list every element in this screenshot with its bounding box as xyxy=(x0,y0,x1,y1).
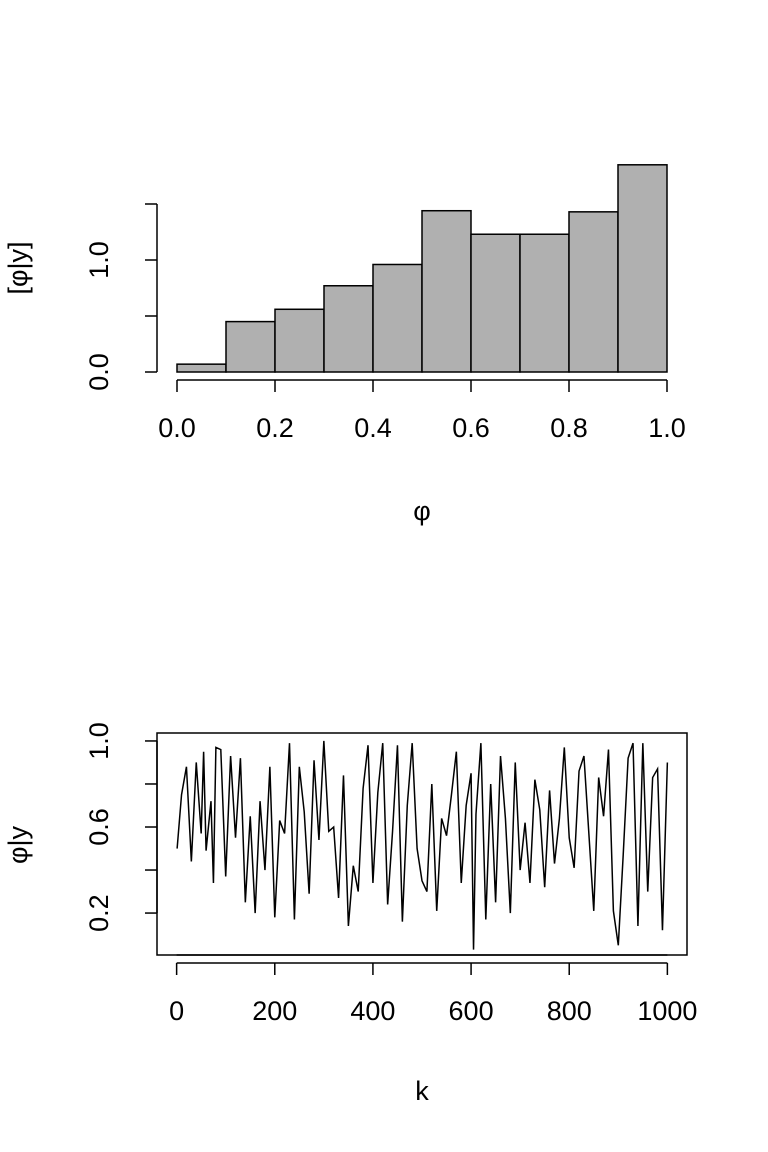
y-tick-label: 0.2 xyxy=(84,894,114,932)
x-tick-label: 0.2 xyxy=(256,413,294,443)
bar xyxy=(323,285,374,373)
y-tick-label: 1.0 xyxy=(84,722,114,760)
x-tick-label: 1000 xyxy=(637,996,697,1026)
x-tick-label: 400 xyxy=(350,996,395,1026)
x-tick-label: 600 xyxy=(449,996,494,1026)
x-axis-label: φ xyxy=(413,496,431,526)
bar xyxy=(568,211,619,373)
x-tick-label: 1.0 xyxy=(648,413,686,443)
y-tick-label: 1.0 xyxy=(84,241,114,279)
x-axis-label: k xyxy=(415,1076,429,1106)
x-tick-label: 0.6 xyxy=(452,413,490,443)
bar xyxy=(470,233,521,373)
x-tick-label: 0 xyxy=(169,996,184,1026)
bar xyxy=(372,263,423,373)
bar xyxy=(421,209,472,373)
bar xyxy=(617,164,668,373)
x-tick-label: 800 xyxy=(547,996,592,1026)
bar xyxy=(225,320,276,373)
bar xyxy=(176,363,227,373)
y-axis-label: [φ|y] xyxy=(3,241,33,294)
bar xyxy=(274,308,325,373)
x-tick-label: 0.8 xyxy=(550,413,588,443)
y-tick-label: 0.0 xyxy=(84,353,114,391)
x-tick-label: 200 xyxy=(252,996,297,1026)
y-axis-label: φ|y xyxy=(3,825,33,864)
trace-line xyxy=(176,740,669,950)
y-tick-label: 0.6 xyxy=(84,808,114,846)
x-tick-label: 0.4 xyxy=(354,413,392,443)
x-tick-label: 0.0 xyxy=(158,413,196,443)
bar xyxy=(519,233,570,373)
